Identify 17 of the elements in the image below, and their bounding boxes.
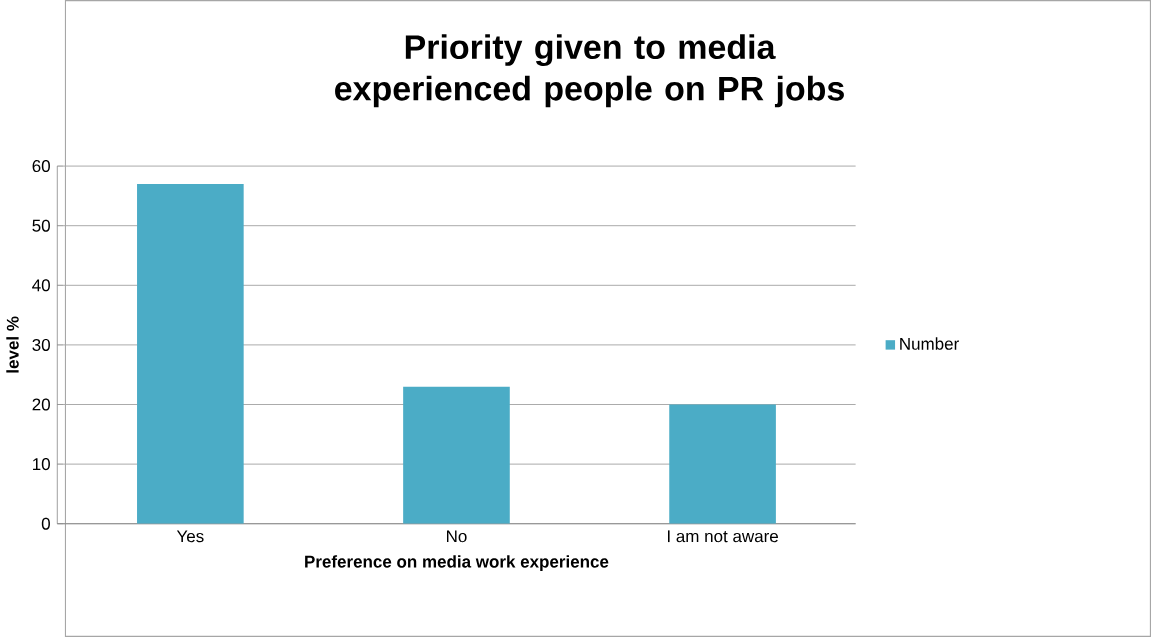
x-tick-label: Yes [176,530,204,543]
bar [137,183,244,524]
chart-title: Priority given to media experienced people on PR jobs [335,34,844,108]
y-tick-label: 50 [32,219,50,232]
y-tick-label: 30 [32,338,50,351]
x-tick-label: No [447,530,467,543]
x-axis-title: Preference on media work experience [305,555,609,572]
bar [669,404,776,524]
y-tick-label: 40 [32,279,50,292]
y-tick-label: 20 [32,398,50,411]
x-tick-label: I am not aware [667,530,778,543]
y-tick-label: 10 [33,458,50,471]
y-tick-label: 0 [41,517,50,530]
legend-label: Number [900,337,959,350]
y-tick-label: 60 [32,160,50,173]
bar [403,386,510,524]
y-axis-title: level % [6,316,19,373]
